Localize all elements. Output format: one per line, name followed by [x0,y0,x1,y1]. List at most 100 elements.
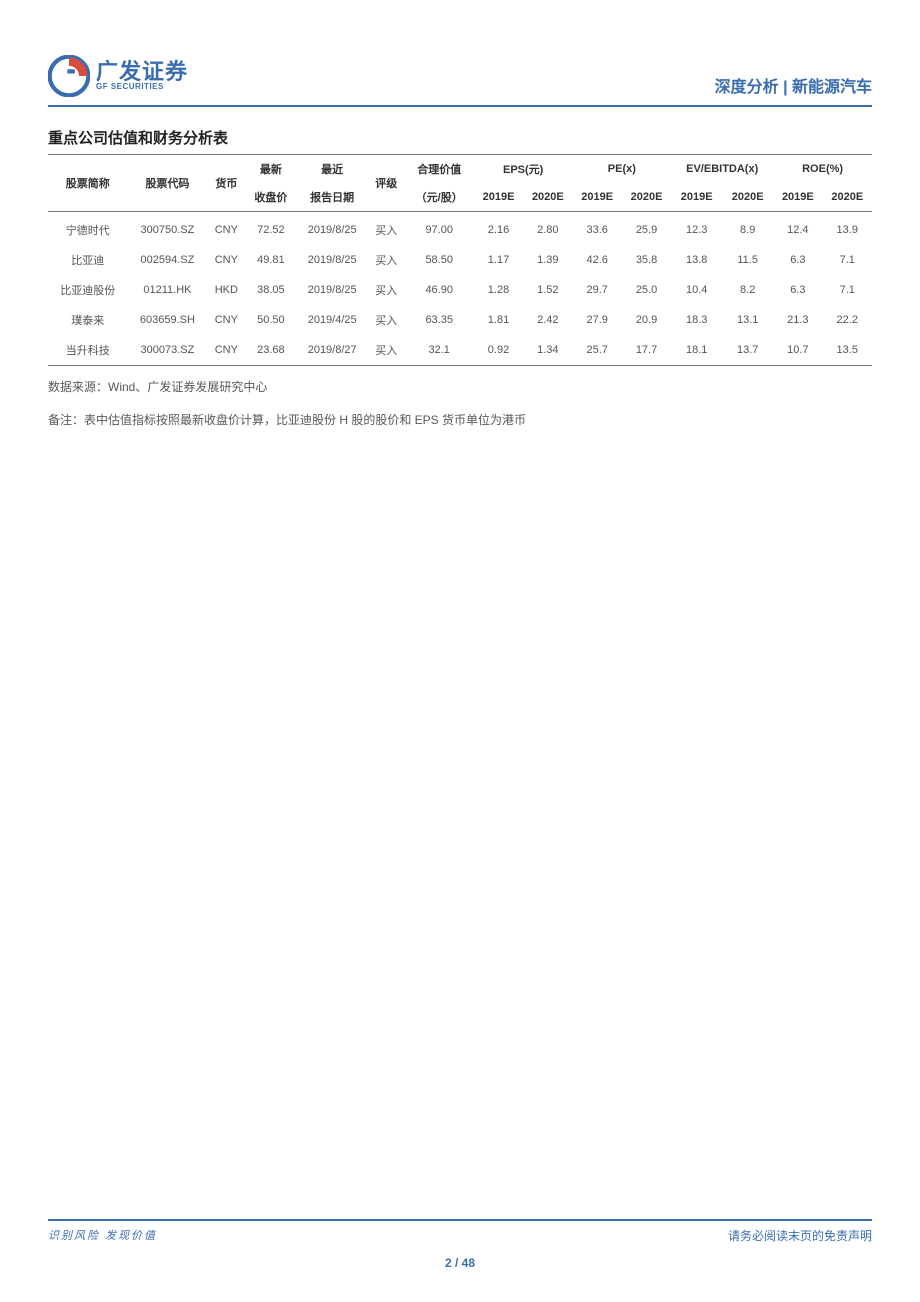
cell: 13.8 [671,245,722,275]
cell: 18.3 [671,305,722,335]
cell: 22.2 [823,305,872,335]
col-eps-2019: 2019E [474,183,523,212]
cell: 1.34 [523,335,572,366]
cell: 2019/8/25 [296,212,368,246]
cell: CNY [207,245,245,275]
cell: 300073.SZ [128,335,208,366]
col-fair-top: 合理价值 [405,155,474,183]
col-name: 股票简称 [48,155,128,212]
col-eps-2020: 2020E [523,183,572,212]
cell: 35.8 [622,245,671,275]
cell: 8.9 [722,212,773,246]
page-header: 广发证券 GF SECURITIES 深度分析 | 新能源汽车 [48,55,872,107]
cell: 2019/4/25 [296,305,368,335]
col-roe-group: ROE(%) [773,155,872,183]
cell: 比亚迪 [48,245,128,275]
cell: 25.7 [573,335,622,366]
col-evebitda-group: EV/EBITDA(x) [671,155,773,183]
cell: 33.6 [573,212,622,246]
cell: 1.52 [523,275,572,305]
cell: 1.39 [523,245,572,275]
cell: 42.6 [573,245,622,275]
cell: 29.7 [573,275,622,305]
cell: 38.05 [245,275,296,305]
cell: 13.5 [823,335,872,366]
cell: 7.1 [823,275,872,305]
cell: 27.9 [573,305,622,335]
table-row: 比亚迪股份01211.HKHKD38.052019/8/25买入46.901.2… [48,275,872,305]
table-row: 比亚迪002594.SZCNY49.812019/8/25买入58.501.17… [48,245,872,275]
footer-disclaimer: 请务必阅读末页的免责声明 [728,1227,872,1244]
cell: 46.90 [405,275,474,305]
cell: 买入 [368,212,405,246]
col-fair-bottom: （元/股） [405,183,474,212]
logo: 广发证券 GF SECURITIES [48,55,188,97]
page-number: 2 / 48 [48,1256,872,1270]
col-date-top: 最近 [296,155,368,183]
col-date-bottom: 报告日期 [296,183,368,212]
cell: 2019/8/25 [296,275,368,305]
cell: 1.28 [474,275,523,305]
cell: 603659.SH [128,305,208,335]
cell: HKD [207,275,245,305]
cell: 97.00 [405,212,474,246]
cell: CNY [207,305,245,335]
col-rating: 评级 [368,155,405,212]
cell: CNY [207,212,245,246]
cell: 11.5 [722,245,773,275]
col-roe-2020: 2020E [823,183,872,212]
cell: 25.0 [622,275,671,305]
col-ev-2020: 2020E [722,183,773,212]
cell: 49.81 [245,245,296,275]
cell: 2.80 [523,212,572,246]
cell: 25.9 [622,212,671,246]
col-pe-group: PE(x) [573,155,672,183]
cell: 17.7 [622,335,671,366]
cell: 13.9 [823,212,872,246]
cell: 13.1 [722,305,773,335]
cell: 比亚迪股份 [48,275,128,305]
cell: 58.50 [405,245,474,275]
cell: 300750.SZ [128,212,208,246]
cell: 002594.SZ [128,245,208,275]
cell: 买入 [368,245,405,275]
data-source: 数据来源：Wind、广发证券发展研究中心 [48,376,872,399]
logo-chinese: 广发证券 [96,60,188,83]
col-ev-2019: 2019E [671,183,722,212]
logo-english: GF SECURITIES [96,83,188,91]
cell: 宁德时代 [48,212,128,246]
cell: 8.2 [722,275,773,305]
col-eps-group: EPS(元) [474,155,573,183]
col-roe-2019: 2019E [773,183,822,212]
cell: 23.68 [245,335,296,366]
table-row: 璞泰来603659.SHCNY50.502019/4/25买入63.351.81… [48,305,872,335]
logo-text: 广发证券 GF SECURITIES [96,60,188,91]
cell: 21.3 [773,305,822,335]
cell: 7.1 [823,245,872,275]
cell: 当升科技 [48,335,128,366]
col-price-top: 最新 [245,155,296,183]
cell: 璞泰来 [48,305,128,335]
cell: 2019/8/27 [296,335,368,366]
cell: 6.3 [773,275,822,305]
footer-slogan: 识别风险 发现价值 [48,1227,157,1244]
cell: 1.17 [474,245,523,275]
cell: 2.16 [474,212,523,246]
cell: 2019/8/25 [296,245,368,275]
col-pe-2020: 2020E [622,183,671,212]
cell: 32.1 [405,335,474,366]
cell: 6.3 [773,245,822,275]
cell: 买入 [368,335,405,366]
col-currency: 货币 [207,155,245,212]
cell: 50.50 [245,305,296,335]
cell: 1.81 [474,305,523,335]
cell: 2.42 [523,305,572,335]
table-row: 宁德时代300750.SZCNY72.522019/8/25买入97.002.1… [48,212,872,246]
cell: 13.7 [722,335,773,366]
breadcrumb: 深度分析 | 新能源汽车 [715,73,872,97]
valuation-table: 股票简称 股票代码 货币 最新 最近 评级 合理价值 EPS(元) PE(x) … [48,155,872,366]
cell: 20.9 [622,305,671,335]
col-price-bottom: 收盘价 [245,183,296,212]
cell: 72.52 [245,212,296,246]
cell: 12.3 [671,212,722,246]
